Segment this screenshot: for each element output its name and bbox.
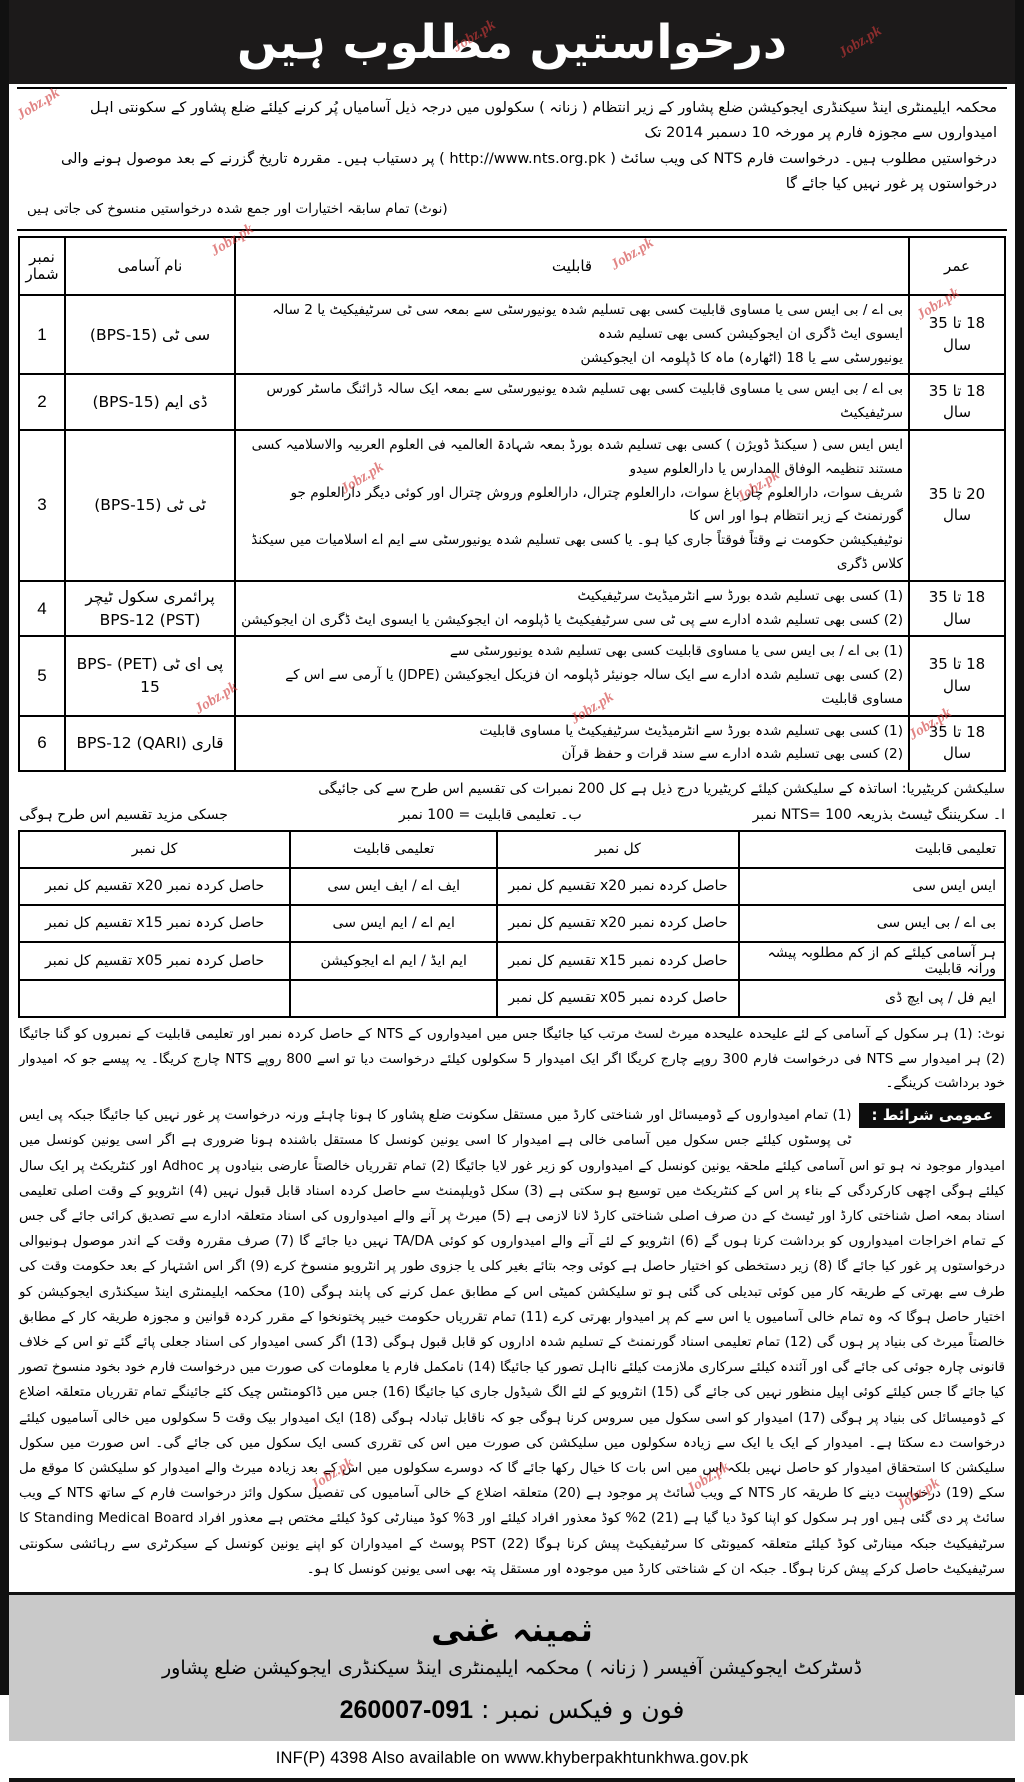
row-serial: 4 <box>18 579 66 638</box>
footer-signature-block: ثمینہ غنی ڈسٹرکٹ ایجوکیشن آفیسر ( زنانہ … <box>9 1592 1015 1741</box>
criteria-cell-3: ایف اے / ایف ایس سی <box>289 866 499 906</box>
posts-table-header-row: عمر قابلیت نام آسامی نمبر شمار <box>18 236 1006 297</box>
criteria-cell-2: حاصل کردہ نمبر x05 تقسیم کل نمبر <box>496 978 740 1018</box>
general-conditions-section: عمومی شرائط : (1) تمام امیدواروں کے ڈومی… <box>19 1103 1005 1582</box>
intro-line-2: درخواستیں مطلوب ہیں۔ درخواست فارم NTS کی… <box>60 150 997 193</box>
criteria-col-header-1: تعلیمی قابلیت <box>737 829 1007 869</box>
criteria-item-a: ا۔ سکریننگ ٹیسٹ بذریعہ NTS= 100 نمبر <box>752 806 1005 823</box>
note-text: نوٹ: (1) ہر سکول کے آسامی کے لئے علیحدہ … <box>19 1026 1006 1092</box>
row-post-name: پی ای ٹی (PET) BPS-15 <box>64 635 236 717</box>
header-banner: درخواستیں مطلوب ہیں <box>9 0 1015 84</box>
row-age: 18 تا 35 سال <box>908 294 1006 376</box>
row-qualification: بی اے / بی ایس سی یا مساوی قابلیت کسی بھ… <box>234 294 910 376</box>
row-post-name: ڈی ایم (BPS-15) <box>64 373 236 432</box>
criteria-col-header-2: کل نمبر <box>496 829 740 869</box>
criteria-item-c: جسکی مزید تقسیم اس طرح ہوگی <box>19 806 228 823</box>
phone-label: فون و فیکس نمبر : <box>481 1694 685 1724</box>
row-post-name: پرائمری سکول ٹیچر (PST) BPS-12 <box>64 579 236 638</box>
table-row: 18 تا 35 سال بی اے / بی ایس سی یا مساوی … <box>18 373 1006 432</box>
table-row: 18 تا 35 سال (1) بی اے / بی ایس سی یا مس… <box>18 635 1006 717</box>
row-qualification: (1) کسی بھی تسلیم شدہ بورڈ سے انٹرمیڈیٹ … <box>234 714 910 773</box>
criteria-cell-4 <box>17 978 292 1018</box>
general-conditions-text: (1) تمام امیدواروں کے ڈومیسائل اور شناخت… <box>19 1108 1006 1577</box>
page-title: درخواستیں مطلوب ہیں <box>236 14 788 70</box>
criteria-item-b: ب۔ تعلیمی قابلیت = 100 نمبر <box>398 806 582 823</box>
criteria-cell-1: ایم فل / پی ایچ ڈی <box>737 978 1007 1018</box>
criteria-cell-2: حاصل کردہ نمبر x15 تقسیم کل نمبر <box>496 940 740 981</box>
criteria-cell-4: حاصل کردہ نمبر x20 تقسیم کل نمبر <box>17 866 292 906</box>
table-row: 18 تا 35 سال بی اے / بی ایس سی یا مساوی … <box>18 294 1006 376</box>
note-section: نوٹ: (1) ہر سکول کے آسامی کے لئے علیحدہ … <box>19 1023 1005 1097</box>
intro-note: (نوٹ) تمام سابقہ اختیارات اور جمع شدہ در… <box>27 200 448 217</box>
row-qualification: (1) کسی بھی تسلیم شدہ بورڈ سے انٹرمیڈیٹ … <box>234 579 910 638</box>
footer-inf-line: INF(P) 4398 Also available on www.khyber… <box>9 1740 1015 1782</box>
row-age: 18 تا 35 سال <box>908 714 1006 773</box>
criteria-cell-1: ہر آسامی کیلئے کم از کم مطلوبہ پیشہ وران… <box>737 940 1007 981</box>
criteria-cell-2: حاصل کردہ نمبر x20 تقسیم کل نمبر <box>496 903 740 943</box>
selection-criteria-preamble: سلیکشن کریٹیریا: اساتذہ کے سلیکشن کیلئے … <box>19 778 1005 828</box>
phone-number: 091-260007 <box>339 1695 474 1724</box>
criteria-cell-3: ایم ایڈ / ایم اے ایجوکیشن <box>289 940 499 981</box>
row-age: 18 تا 35 سال <box>908 579 1006 638</box>
row-qualification: ایس ایس سی ( سیکنڈ ڈویژن ) کسی بھی تسلیم… <box>234 429 910 582</box>
general-conditions-body: (1) تمام امیدواروں کے ڈومیسائل اور شناخت… <box>19 1103 1005 1582</box>
table-row: ہر آسامی کیلئے کم از کم مطلوبہ پیشہ وران… <box>17 940 1007 981</box>
row-serial: 5 <box>18 635 66 717</box>
table-row: ایس ایس سی حاصل کردہ نمبر x20 تقسیم کل ن… <box>17 866 1007 906</box>
criteria-cell-1: بی اے / بی ایس سی <box>737 903 1007 943</box>
criteria-cell-3 <box>289 978 499 1018</box>
contact-phone: فون و فیکس نمبر : 091-260007 <box>19 1695 1005 1725</box>
criteria-header-row: تعلیمی قابلیت کل نمبر تعلیمی قابلیت کل ن… <box>17 829 1007 869</box>
signatory-designation: ڈسٹرکٹ ایجوکیشن آفیسر ( زنانہ ) محکمہ ای… <box>161 1657 862 1680</box>
criteria-col-header-4: کل نمبر <box>17 829 292 869</box>
row-serial: 3 <box>18 429 66 582</box>
col-header-age: عمر <box>908 236 1006 297</box>
col-header-serial: نمبر شمار <box>18 236 66 297</box>
table-row: ایم فل / پی ایچ ڈی حاصل کردہ نمبر x05 تق… <box>17 978 1007 1018</box>
criteria-table: تعلیمی قابلیت کل نمبر تعلیمی قابلیت کل ن… <box>17 829 1007 1018</box>
col-header-post-name: نام آسامی <box>64 236 236 297</box>
row-serial: 1 <box>18 294 66 376</box>
posts-table: عمر قابلیت نام آسامی نمبر شمار 18 تا 35 … <box>18 236 1006 773</box>
intro-paragraph-box: محکمہ ایلیمنٹری اینڈ سیکنڈری ایجوکیشن ضل… <box>17 87 1007 232</box>
row-qualification: بی اے / بی ایس سی یا مساوی قابلیت کسی بھ… <box>234 373 910 432</box>
criteria-cell-1: ایس ایس سی <box>737 866 1007 906</box>
criteria-cell-4: حاصل کردہ نمبر x15 تقسیم کل نمبر <box>17 903 292 943</box>
row-serial: 6 <box>18 714 66 773</box>
criteria-cell-2: حاصل کردہ نمبر x20 تقسیم کل نمبر <box>496 866 740 906</box>
row-serial: 2 <box>18 373 66 432</box>
row-post-name: ٹی ٹی (BPS-15) <box>64 429 236 582</box>
row-age: 18 تا 35 سال <box>908 635 1006 717</box>
intro-line-1: محکمہ ایلیمنٹری اینڈ سیکنڈری ایجوکیشن ضل… <box>89 100 997 142</box>
general-conditions-heading: عمومی شرائط : <box>859 1103 1005 1129</box>
col-header-qualification: قابلیت <box>234 236 910 297</box>
criteria-intro-line: سلیکشن کریٹیریا: اساتذہ کے سلیکشن کیلئے … <box>318 781 1005 798</box>
row-age: 20 تا 35 سال <box>908 429 1006 582</box>
criteria-col-header-3: تعلیمی قابلیت <box>289 829 499 869</box>
table-row: 20 تا 35 سال ایس ایس سی ( سیکنڈ ڈویژن ) … <box>18 429 1006 582</box>
signatory-name: ثمینہ غنی <box>431 1610 593 1650</box>
row-post-name: سی ٹی (BPS-15) <box>64 294 236 376</box>
criteria-cell-4: حاصل کردہ نمبر x05 تقسیم کل نمبر <box>17 940 292 981</box>
table-row: 18 تا 35 سال (1) کسی بھی تسلیم شدہ بورڈ … <box>18 714 1006 773</box>
criteria-cell-3: ایم اے / ایم ایس سی <box>289 903 499 943</box>
row-post-name: قاری (QARI) BPS-12 <box>64 714 236 773</box>
row-qualification: (1) بی اے / بی ایس سی یا مساوی قابلیت کس… <box>234 635 910 717</box>
table-row: بی اے / بی ایس سی حاصل کردہ نمبر x20 تقس… <box>17 903 1007 943</box>
row-age: 18 تا 35 سال <box>908 373 1006 432</box>
table-row: 18 تا 35 سال (1) کسی بھی تسلیم شدہ بورڈ … <box>18 579 1006 638</box>
